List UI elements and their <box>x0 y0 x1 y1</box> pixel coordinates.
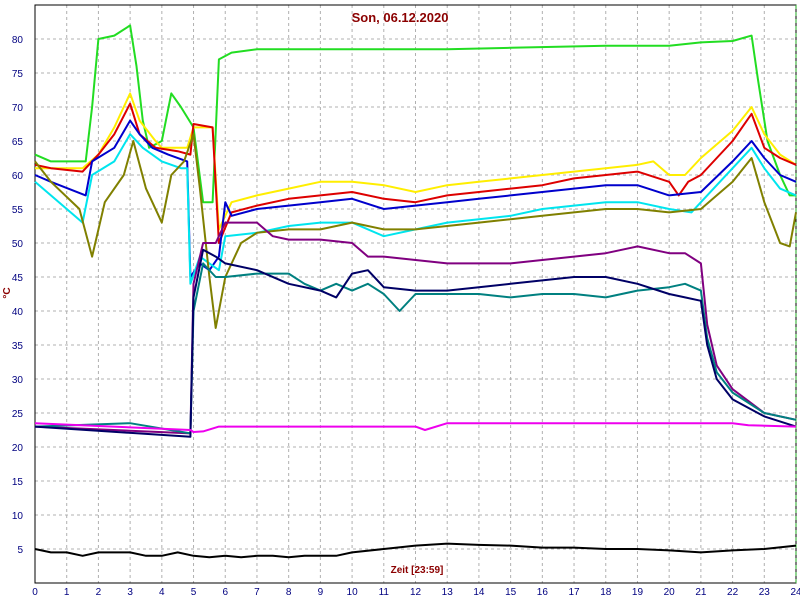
x-tick-label: 0 <box>32 587 38 598</box>
y-tick-label: 65 <box>12 137 24 148</box>
x-tick-label: 1 <box>64 587 70 598</box>
x-tick-label: 15 <box>505 587 517 598</box>
series-line-8 <box>34 262 797 435</box>
y-tick-labels: 5 10 15 20 25 30 35 40 45 50 55 60 65 70 75 80 <box>12 35 24 556</box>
series-group <box>34 24 797 559</box>
series-line-7 <box>34 221 797 435</box>
series-line-10 <box>34 422 797 433</box>
chart-title: Son, 06.12.2020 <box>352 10 449 25</box>
x-tick-label: 3 <box>127 587 133 598</box>
y-tick-label: 30 <box>12 375 24 386</box>
series-line-4 <box>34 119 797 278</box>
y-tick-label: 80 <box>12 35 24 46</box>
x-tick-label: 2 <box>96 587 102 598</box>
x-tick-label: 21 <box>695 587 707 598</box>
y-tick-label: 15 <box>12 477 24 488</box>
series-line-3 <box>34 102 797 244</box>
y-tick-label: 5 <box>17 545 23 556</box>
y-tick-label: 70 <box>12 103 24 114</box>
x-tick-label: 6 <box>222 587 228 598</box>
x-axis-label: Zeit [23:59] <box>391 565 444 576</box>
x-tick-label: 17 <box>568 587 580 598</box>
y-tick-label: 75 <box>12 69 24 80</box>
series-line-6 <box>34 133 797 329</box>
x-tick-label: 11 <box>379 587 390 598</box>
x-tick-label: 7 <box>254 587 260 598</box>
x-tick-label: 10 <box>347 587 359 598</box>
y-tick-label: 35 <box>12 341 24 352</box>
x-tick-label: 19 <box>632 587 644 598</box>
y-axis-label: °C <box>2 287 13 298</box>
series-line-1 <box>34 24 796 204</box>
y-tick-label: 10 <box>12 511 24 522</box>
x-tick-label: 8 <box>286 587 292 598</box>
y-tick-label: 25 <box>12 409 24 420</box>
x-tick-label: 20 <box>664 587 676 598</box>
y-tick-label: 20 <box>12 443 24 454</box>
x-tick-label: 23 <box>759 587 771 598</box>
x-tick-label: 18 <box>600 587 612 598</box>
y-tick-label: 40 <box>12 307 24 318</box>
y-tick-label: 55 <box>12 205 24 216</box>
x-tick-label: 13 <box>442 587 454 598</box>
x-tick-label: 9 <box>318 587 324 598</box>
x-tick-label: 4 <box>159 587 165 598</box>
series-line-2 <box>35 92 797 231</box>
x-tick-label: 22 <box>727 587 739 598</box>
y-tick-label: 60 <box>12 171 24 182</box>
series-line-11 <box>34 542 797 559</box>
series-line-9 <box>34 248 797 438</box>
x-tick-label: 14 <box>473 587 485 598</box>
x-tick-label: 5 <box>191 587 197 598</box>
x-tick-label: 16 <box>537 587 549 598</box>
x-tick-labels: 0 1 2 3 4 5 6 7 8 9 10 11 12 13 14 15 16 17 18 19 20 21 22 23 24 <box>32 587 800 598</box>
y-tick-label: 50 <box>12 239 24 250</box>
x-tick-label: 24 <box>790 587 800 598</box>
x-tick-label: 12 <box>410 587 422 598</box>
y-tick-label: 45 <box>12 273 24 284</box>
